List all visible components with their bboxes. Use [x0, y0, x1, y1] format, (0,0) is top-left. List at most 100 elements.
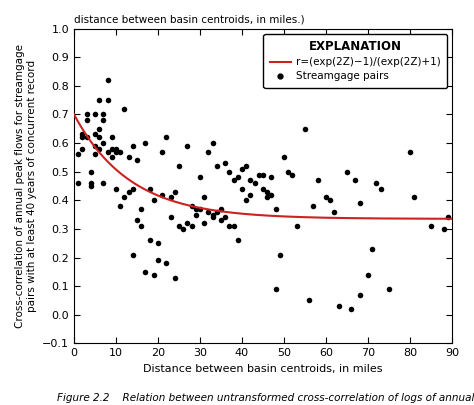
Point: [104, 77, 111, 83]
Point: [217, 217, 225, 224]
Point: [188, 223, 195, 229]
Point: [192, 211, 200, 218]
Point: [129, 185, 137, 192]
Point: [234, 174, 242, 181]
Point: [205, 148, 212, 155]
Point: [108, 154, 116, 161]
Point: [356, 200, 364, 207]
Point: [385, 286, 393, 292]
Point: [289, 171, 296, 178]
Point: [100, 140, 107, 146]
Point: [79, 134, 86, 141]
Point: [335, 303, 342, 309]
Point: [125, 188, 132, 195]
Point: [221, 160, 229, 166]
Point: [192, 206, 200, 212]
Point: [201, 220, 208, 226]
Point: [104, 97, 111, 103]
Point: [230, 223, 237, 229]
Point: [305, 297, 313, 304]
Point: [87, 180, 95, 186]
Point: [230, 177, 237, 183]
Point: [213, 163, 220, 169]
Point: [146, 237, 154, 243]
Point: [406, 148, 414, 155]
Point: [95, 126, 103, 132]
Point: [330, 209, 338, 215]
Point: [150, 271, 157, 278]
Point: [259, 171, 267, 178]
Legend: r=(exp(2Z)−1)/(exp(2Z)+1), Streamgage pairs: r=(exp(2Z)−1)/(exp(2Z)+1), Streamgage pa…: [264, 34, 447, 87]
Point: [301, 126, 309, 132]
Point: [175, 223, 183, 229]
Point: [242, 197, 250, 204]
Point: [108, 134, 116, 141]
Point: [276, 252, 283, 258]
Point: [196, 206, 204, 212]
Point: [268, 191, 275, 198]
Point: [440, 226, 447, 232]
Point: [91, 111, 99, 118]
Point: [74, 180, 82, 186]
Point: [188, 203, 195, 209]
Point: [158, 191, 166, 198]
Point: [163, 134, 170, 141]
Point: [238, 166, 246, 172]
Point: [104, 148, 111, 155]
Point: [117, 148, 124, 155]
Point: [327, 197, 334, 204]
Point: [246, 191, 254, 198]
Y-axis label: Cross-correlation of annual peak flows for streamgage
pairs with at least 40 yea: Cross-correlation of annual peak flows f…: [15, 44, 36, 328]
Point: [175, 163, 183, 169]
Point: [209, 211, 216, 218]
Point: [95, 134, 103, 141]
Point: [171, 274, 179, 281]
Point: [137, 206, 145, 212]
Point: [201, 194, 208, 200]
Point: [242, 163, 250, 169]
Point: [268, 174, 275, 181]
Point: [163, 260, 170, 266]
Point: [129, 143, 137, 149]
Point: [213, 209, 220, 215]
Point: [183, 143, 191, 149]
Point: [83, 134, 91, 141]
Point: [444, 214, 452, 221]
Point: [272, 286, 279, 292]
Point: [217, 206, 225, 212]
Point: [322, 194, 330, 200]
Point: [234, 237, 242, 243]
Point: [373, 180, 380, 186]
Point: [377, 185, 384, 192]
Point: [238, 185, 246, 192]
Point: [91, 143, 99, 149]
Point: [246, 177, 254, 183]
Point: [150, 197, 157, 204]
Point: [251, 180, 258, 186]
Point: [427, 223, 435, 229]
Point: [117, 203, 124, 209]
Point: [255, 171, 263, 178]
Point: [183, 220, 191, 226]
Point: [272, 206, 279, 212]
Text: distance between basin centroids, in miles.): distance between basin centroids, in mil…: [74, 15, 305, 25]
Point: [343, 168, 351, 175]
Point: [167, 214, 174, 221]
Point: [158, 148, 166, 155]
Point: [221, 214, 229, 221]
Point: [83, 117, 91, 124]
Point: [100, 180, 107, 186]
Point: [79, 131, 86, 138]
Point: [142, 269, 149, 275]
Point: [137, 223, 145, 229]
Point: [179, 226, 187, 232]
Point: [259, 185, 267, 192]
Point: [410, 194, 418, 200]
Point: [209, 140, 216, 146]
Point: [154, 257, 162, 264]
Point: [108, 145, 116, 152]
Point: [284, 168, 292, 175]
Point: [347, 306, 355, 312]
Point: [112, 145, 120, 152]
Point: [120, 194, 128, 200]
